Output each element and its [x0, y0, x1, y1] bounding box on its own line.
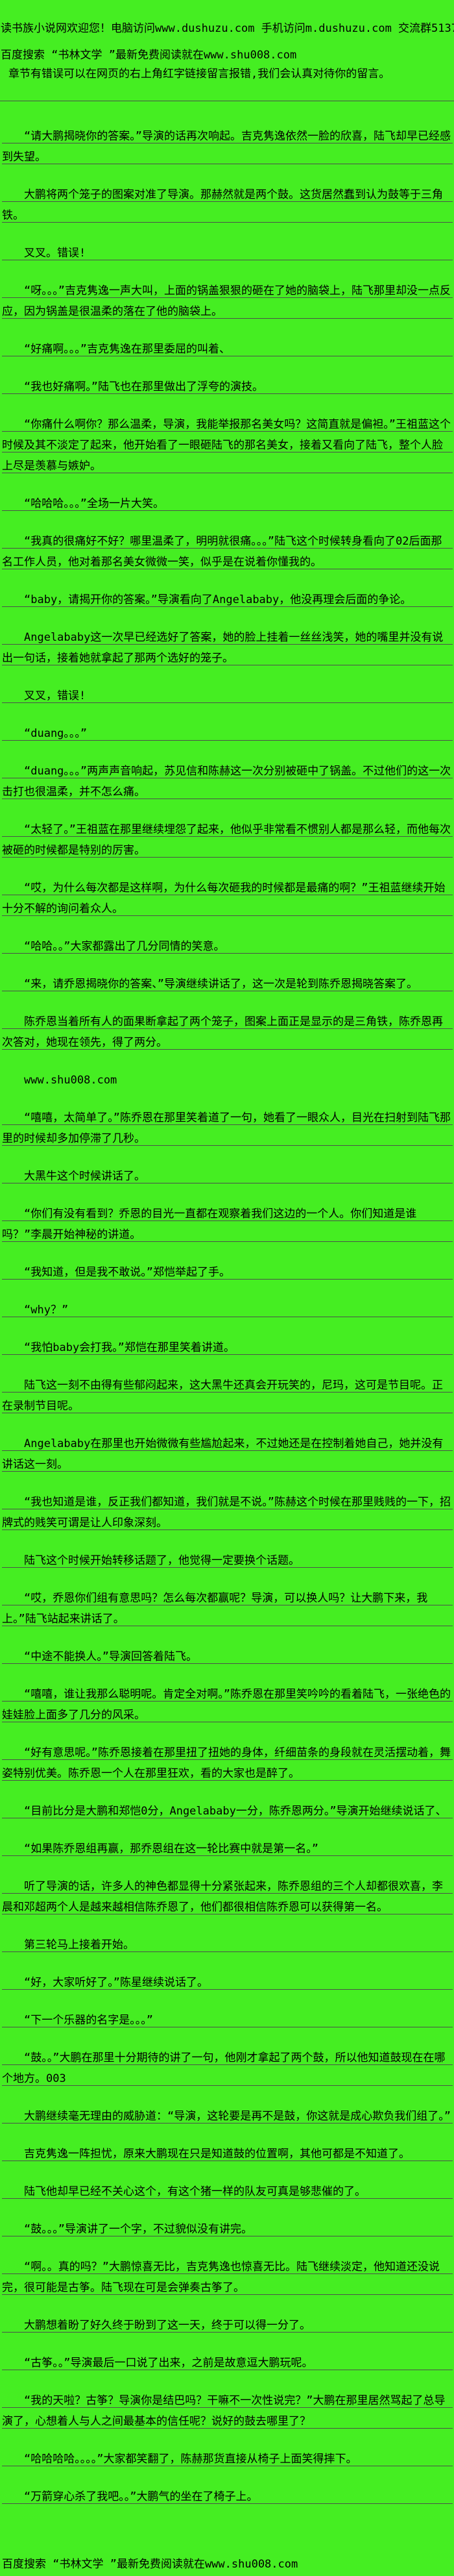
- paragraph: Angelababy这一次早已经选好了答案，她的脸上挂着一丝丝浅笑，她的嘴里并没…: [2, 627, 453, 669]
- paragraph: 陈乔恩当着所有人的面果断拿起了两个笼子，图案上面正是显示的是三角铁，陈乔恩再次答…: [2, 1011, 453, 1053]
- paragraph: “鼓。。”大鹏在那里十分期待的讲了一句，他刚才拿起了两个鼓，所以他知道鼓现在在哪…: [2, 2048, 453, 2089]
- paragraph: “呀。。。”吉克隽逸一声大叫，上面的锅盖狠狠的砸在了她的脑袋上，陆飞那里却没一点…: [2, 280, 453, 322]
- paragraph: “你痛什么啊你？那么温柔，导演，我能举报那名美女吗？这简直就是偏袒。”王祖蓝这个…: [2, 414, 453, 477]
- paragraph: “好痛啊。。。”吉克隽逸在那里委屈的叫着、: [2, 339, 453, 360]
- paragraph: “我也知道是谁，反正我们都知道，我们就是不说。”陈赫这个时候在那里贱贱的一下，招…: [2, 1492, 453, 1533]
- paragraph: 叉叉，错误!: [2, 686, 453, 706]
- paragraph: 陆飞他却早已经不关心这个，有这个猪一样的队友可真是够悲催的了。: [2, 2181, 453, 2202]
- paragraph: “万箭穿心杀了我吧。。”大鹏气的坐在了椅子上。: [2, 2486, 453, 2507]
- paragraph: “啊。。真的吗？”大鹏惊喜无比，吉克隽逸也惊喜无比。陆飞继续淡定，他知道还没说完…: [2, 2257, 453, 2298]
- paragraph: “我知道，但是我不敢说。”郑恺举起了手。: [2, 1262, 453, 1283]
- paragraph: “嘻嘻，谁让我那么聪明呢。肯定全对啊。”陈乔恩在那里笑吟吟的看着陆飞，一张绝色的…: [2, 1684, 453, 1726]
- paragraph: “baby，请揭开你的答案。”导演看向了Angelababy，他没再理会后面的争…: [2, 589, 453, 610]
- paragraph: “why？”: [2, 1300, 453, 1320]
- paragraph: “嘻嘻，太简单了。”陈乔恩在那里笑着道了一句，她看了一眼众人，目光在扫射到陆飞那…: [2, 1108, 453, 1149]
- paragraph: “duang。。。”两声声音响起，苏见信和陈赫这一次分别被砸中了锅盖。不过他们的…: [2, 761, 453, 802]
- paragraph: “来，请乔恩揭晓你的答案、”导演继续讲话了，这一次是轮到陈乔恩揭晓答案了。: [2, 974, 453, 995]
- paragraph: “目前比分是大鹏和郑恺0分，Angelababy一分，陈乔恩两分。”导演开始继续…: [2, 1801, 453, 1822]
- paragraph: “我怕baby会打我。”郑恺在那里笑着讲道。: [2, 1337, 453, 1358]
- novel-body: “请大鹏揭晓你的答案。”导演的话再次响起。吉克隽逸依然一脸的欣喜，陆飞却早已经感…: [0, 126, 454, 2507]
- paragraph: “哈哈哈哈。。。。”大家都笑翻了，陈赫那货直接从椅子上面笑得摔下。: [2, 2449, 453, 2470]
- paragraph: “duang。。。”: [2, 723, 453, 744]
- paragraph: “哈哈哈。。。”全场一片大笑。: [2, 493, 453, 514]
- paragraph: “我的天啦？古筝？导演你是结巴吗？干嘛不一次性说完？”大鹏在那里居然骂起了总导演…: [2, 2390, 453, 2432]
- paragraph: “太轻了。”王祖蓝在那里继续埋怨了起来，他似乎非常看不惯别人都是那么轻，而他每次…: [2, 819, 453, 861]
- paragraph: 叉叉。错误!: [2, 243, 453, 264]
- paragraph: 陆飞这个时候开始转移话题了，他觉得一定要换个话题。: [2, 1550, 453, 1571]
- paragraph: 陆飞这一刻不由得有些郁闷起来，这大黑牛还真会开玩笑的，尼玛，这可是节目呢。正在录…: [2, 1375, 453, 1417]
- paragraph: “你们有没有看到？乔恩的目光一直都在观察着我们这边的一个人。你们知道是谁吗？”李…: [2, 1204, 453, 1245]
- promo-line: 百度搜索 “书林文学 ”最新免费阅读就在www.shu008.com: [1, 49, 297, 62]
- paragraph: “请大鹏揭晓你的答案。”导演的话再次响起。吉克隽逸依然一脸的欣喜，陆飞却早已经感…: [2, 126, 453, 167]
- paragraph: 大鹏想着盼了好久终于盼到了这一天，终于可以得一分了。: [2, 2315, 453, 2336]
- paragraph: “如果陈乔恩组再赢，那乔恩组在这一轮比赛中就是第一名。”: [2, 1839, 453, 1859]
- paragraph: 吉克隽逸一阵担忧，原来大鹏现在只是知道鼓的位置啊，其他可都是不知道了。: [2, 2144, 453, 2164]
- paragraph: 听了导演的话，许多人的神色都显得十分紧张起来，陈乔恩组的三个人却都很欢喜，李晨和…: [2, 1876, 453, 1918]
- paragraph: 大鹏将两个笼子的图案对准了导演。那赫然就是两个鼓。这货居然蠢到认为鼓等于三角铁。: [2, 184, 453, 226]
- paragraph: “鼓。。。”导演讲了一个字，不过貌似没有讲完。: [2, 2219, 453, 2240]
- page-header: 读书族小说网欢迎您！电脑访问www.dushuzu.com 手机访问m.dush…: [0, 0, 454, 84]
- paragraph: 大黑牛这个时候讲话了。: [2, 1166, 453, 1187]
- paragraph: “我也好痛啊。”陆飞也在那里做出了浮夸的演技。: [2, 377, 453, 397]
- error-report-notice: 章节有错误可以在网页的右上角红字链接留言报错,我们会认真对待你的留言。: [8, 68, 390, 80]
- paragraph: “我真的很痛好不好？哪里温柔了，明明就很痛。。。”陆飞这个时候转身看向了02后面…: [2, 531, 453, 573]
- paragraph: “下一个乐器的名字是。。。”: [2, 2010, 453, 2031]
- site-welcome-line: 读书族小说网欢迎您！电脑访问www.dushuzu.com 手机访问m.dush…: [1, 22, 454, 35]
- paragraph: “好，大家听好了。”陈星继续说话了。: [2, 1972, 453, 1993]
- paragraph: “古筝。。”导演最后一口说了出来，之前是故意逗大鹏玩呢。: [2, 2353, 453, 2373]
- paragraph: www.shu008.com: [24, 1074, 117, 1087]
- paragraph: 大鹏继续毫无理由的威胁道：“导演，这轮要是再不是鼓，你这就是成心欺负我们组了。”: [2, 2106, 453, 2127]
- paragraph: 第三轮马上接着开始。: [2, 1935, 453, 1955]
- paragraph: “好有意思呢。”陈乔恩接着在那里扭了扭她的身体，纤细苗条的身段就在灵活摆动着，舞…: [2, 1742, 453, 1784]
- paragraph: “哎，为什么每次都是这样啊，为什么每次砸我的时候都是最痛的啊？”王祖蓝继续开始十…: [2, 878, 453, 919]
- paragraph: “哈哈。。”大家都露出了几分同情的笑意。: [2, 936, 453, 957]
- footer-note: 百度搜索 “书林文学 ”最新免费阅读就在www.shu008.com: [2, 2558, 298, 2571]
- paragraph: “中途不能换人。”导演回答着陆飞。: [2, 1646, 453, 1667]
- paragraph: “哎，乔恩你们组有意思吗？怎么每次都赢呢？导演，可以换人吗？让大鹏下来，我上。”…: [2, 1588, 453, 1629]
- paragraph: Angelababy在那里也开始微微有些尴尬起来，不过她还是在控制着她自己，她并…: [2, 1433, 453, 1475]
